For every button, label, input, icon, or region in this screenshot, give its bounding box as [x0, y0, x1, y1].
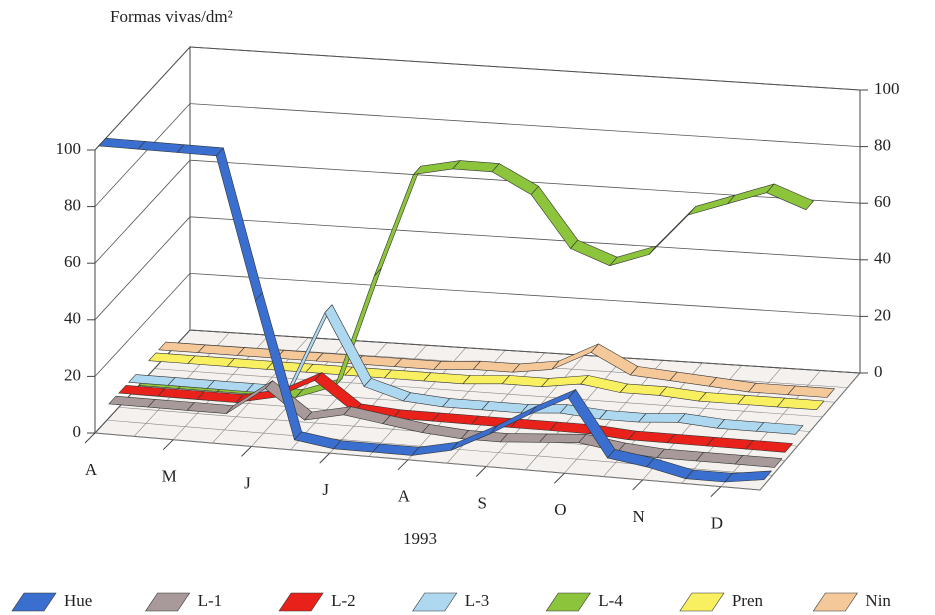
- grid-line: [189, 46, 861, 91]
- legend-label: L-2: [331, 591, 356, 610]
- legend-swatch: [278, 592, 324, 612]
- y2-tick-label: 60: [874, 192, 891, 211]
- y-tick-label: 80: [64, 196, 81, 215]
- y2-tick-label: 80: [874, 136, 891, 155]
- ribbon-segment: [745, 440, 793, 453]
- legend-swatch: [11, 592, 57, 612]
- x-tick-label: N: [633, 507, 645, 526]
- grid-line: [94, 216, 191, 321]
- ribbon-segment: [766, 183, 814, 211]
- y-tick-label: 0: [73, 422, 82, 441]
- x-tick-label: D: [711, 514, 723, 533]
- y2-tick-label: 40: [874, 249, 891, 268]
- grid-line: [189, 273, 861, 317]
- ribbon-segment: [755, 422, 804, 435]
- x-tick: [554, 472, 565, 484]
- ribbon-segment: [734, 455, 783, 468]
- x-tick: [475, 466, 487, 477]
- y2-tick-label: 0: [874, 362, 883, 381]
- legend-label: L-4: [598, 591, 623, 610]
- x-axis-label: 1993: [403, 529, 437, 548]
- grid-line: [94, 159, 191, 264]
- x-tick: [162, 439, 174, 451]
- x-tick-label: S: [477, 493, 486, 512]
- x-tick-label: J: [322, 480, 329, 499]
- ribbon-segment: [433, 360, 481, 370]
- legend-label: L-1: [198, 591, 223, 610]
- x-tick-label: M: [162, 467, 177, 486]
- y2-tick-label: 100: [874, 79, 900, 98]
- floor-grid: [94, 432, 761, 491]
- ribbon-segment: [787, 385, 835, 398]
- legend-swatch: [145, 592, 191, 612]
- y-tick-label: 60: [64, 252, 81, 271]
- ribbon-segment: [539, 433, 587, 444]
- x-tick: [397, 459, 409, 471]
- ribbon-segment: [638, 413, 686, 423]
- legend-label: Pren: [732, 591, 764, 610]
- x-tick-label: A: [85, 460, 98, 479]
- x-tick-label: A: [398, 487, 411, 506]
- x-tick-label: J: [244, 473, 251, 492]
- legend-label: Hue: [64, 591, 92, 610]
- floor-grid: [154, 368, 823, 418]
- x-tick-label: O: [554, 500, 566, 519]
- y-tick-label: 100: [56, 139, 82, 158]
- x-tick: [632, 479, 644, 491]
- legend-swatch: [812, 592, 858, 612]
- grid-line: [189, 329, 861, 374]
- legend-swatch: [412, 592, 458, 612]
- legend-swatch: [545, 592, 591, 612]
- y-tick-label: 40: [64, 309, 81, 328]
- x-tick: [319, 452, 331, 464]
- x-tick: [710, 486, 722, 498]
- x-tick: [241, 446, 252, 457]
- ribbon-segment: [462, 375, 510, 385]
- ribbon-segment: [724, 470, 772, 483]
- grid-line: [94, 273, 191, 377]
- legend-swatch: [679, 592, 725, 612]
- chart-title: Formas vivas/dm²: [110, 7, 233, 26]
- ribbon-segment: [500, 433, 548, 443]
- legend-label: Nin: [865, 591, 891, 610]
- back-wall: [189, 46, 861, 374]
- legend-label: L-3: [465, 591, 490, 610]
- grid-line: [94, 46, 191, 151]
- grid-line: [94, 103, 191, 207]
- ribbon-segment: [776, 397, 825, 411]
- y-tick-label: 20: [64, 365, 81, 384]
- y2-tick-label: 20: [874, 305, 891, 324]
- grid-line: [189, 103, 861, 147]
- grid-line: [189, 216, 861, 261]
- x-tick: [84, 432, 96, 444]
